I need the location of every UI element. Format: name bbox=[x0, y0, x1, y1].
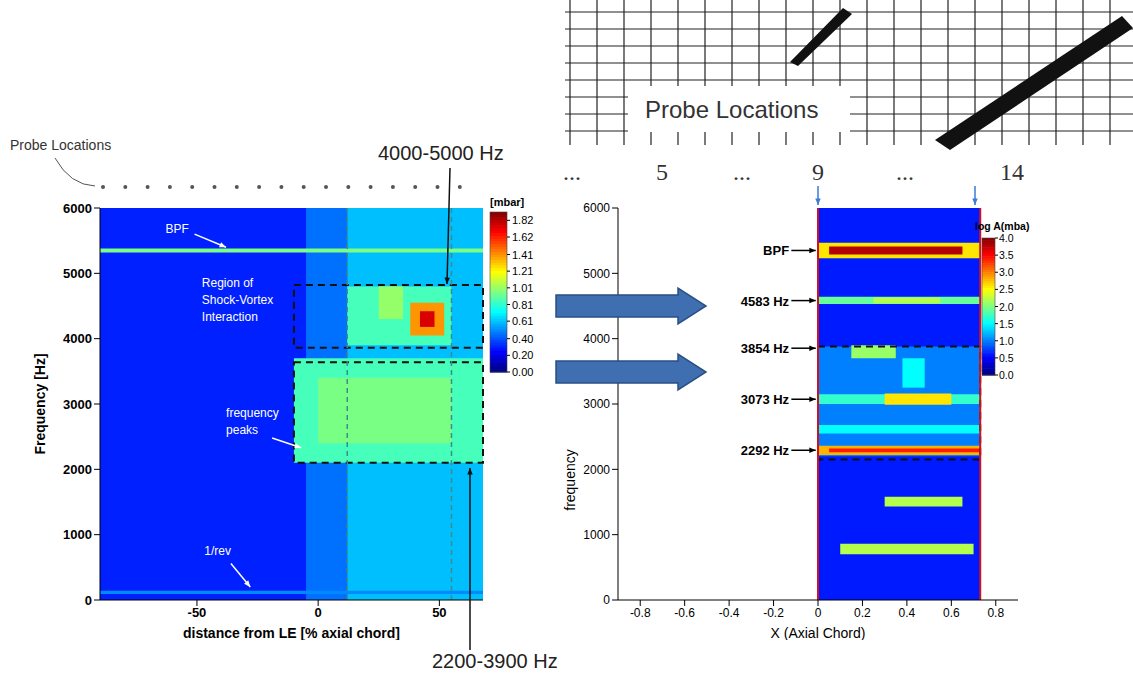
svg-text:Frequency [Hz]: Frequency [Hz] bbox=[32, 353, 48, 454]
svg-text:3.0: 3.0 bbox=[999, 266, 1014, 278]
svg-text:14: 14 bbox=[1000, 159, 1024, 185]
svg-text:0.40: 0.40 bbox=[512, 333, 533, 345]
svg-text:4000: 4000 bbox=[63, 331, 92, 346]
svg-text:4583 Hz: 4583 Hz bbox=[741, 293, 790, 308]
svg-text:-0.2: -0.2 bbox=[763, 606, 784, 620]
svg-text:2200-3900 Hz: 2200-3900 Hz bbox=[432, 650, 558, 672]
svg-text:2000: 2000 bbox=[63, 462, 92, 477]
svg-text:50: 50 bbox=[432, 605, 446, 620]
svg-text:0: 0 bbox=[315, 605, 322, 620]
svg-text:0: 0 bbox=[85, 593, 92, 608]
svg-text:log A(mba): log A(mba) bbox=[975, 220, 1029, 232]
svg-text:9: 9 bbox=[812, 159, 824, 185]
svg-text:1000: 1000 bbox=[583, 528, 610, 542]
svg-text:distance from LE [% axial chor: distance from LE [% axial chord] bbox=[183, 625, 400, 640]
svg-text:[mbar]: [mbar] bbox=[490, 196, 525, 208]
svg-text:-0.4: -0.4 bbox=[719, 606, 740, 620]
svg-text:0.4: 0.4 bbox=[899, 606, 916, 620]
svg-text:1.62: 1.62 bbox=[512, 231, 533, 243]
svg-text:6000: 6000 bbox=[583, 201, 610, 215]
svg-text:Probe Locations: Probe Locations bbox=[10, 137, 111, 153]
svg-text:1.01: 1.01 bbox=[512, 282, 533, 294]
svg-text:3073 Hz: 3073 Hz bbox=[741, 392, 790, 407]
svg-text:1.21: 1.21 bbox=[512, 265, 533, 277]
svg-text:BPF: BPF bbox=[165, 222, 188, 236]
svg-text:2.5: 2.5 bbox=[999, 283, 1014, 295]
svg-text:1/rev: 1/rev bbox=[204, 544, 231, 558]
svg-text:0: 0 bbox=[603, 593, 610, 607]
svg-text:frequency: frequency bbox=[562, 449, 578, 510]
svg-text:-50: -50 bbox=[188, 605, 207, 620]
svg-text:0.6: 0.6 bbox=[943, 606, 960, 620]
svg-text:0.8: 0.8 bbox=[987, 606, 1004, 620]
svg-text:1.0: 1.0 bbox=[999, 335, 1014, 347]
svg-text:4.0: 4.0 bbox=[999, 232, 1014, 244]
svg-text:3000: 3000 bbox=[63, 397, 92, 412]
svg-text:1000: 1000 bbox=[63, 527, 92, 542]
svg-text:Region ofShock-VortexInteracti: Region ofShock-VortexInteraction bbox=[202, 276, 273, 324]
svg-text:-0.8: -0.8 bbox=[630, 606, 651, 620]
svg-text:0.00: 0.00 bbox=[512, 366, 533, 378]
svg-text:6000: 6000 bbox=[63, 201, 92, 216]
svg-text:2292 Hz: 2292 Hz bbox=[741, 443, 790, 458]
svg-text:X (Axial Chord): X (Axial Chord) bbox=[771, 625, 866, 640]
svg-text:5000: 5000 bbox=[63, 266, 92, 281]
svg-text:5: 5 bbox=[656, 159, 668, 185]
svg-text:0.2: 0.2 bbox=[854, 606, 871, 620]
svg-text:0.61: 0.61 bbox=[512, 315, 533, 327]
svg-text:frequencypeaks: frequencypeaks bbox=[226, 406, 279, 437]
svg-text:1.5: 1.5 bbox=[999, 318, 1014, 330]
svg-text:0.5: 0.5 bbox=[999, 352, 1014, 364]
svg-text:3854 Hz: 3854 Hz bbox=[741, 341, 790, 356]
svg-text:...: ... bbox=[563, 159, 581, 185]
svg-text:...: ... bbox=[896, 159, 914, 185]
svg-text:Probe Locations: Probe Locations bbox=[645, 96, 818, 123]
svg-text:1.41: 1.41 bbox=[512, 249, 533, 261]
svg-text:3000: 3000 bbox=[583, 397, 610, 411]
svg-text:0.0: 0.0 bbox=[999, 369, 1014, 381]
svg-text:0.81: 0.81 bbox=[512, 299, 533, 311]
svg-text:...: ... bbox=[733, 159, 751, 185]
svg-text:2.0: 2.0 bbox=[999, 301, 1014, 313]
svg-text:0.20: 0.20 bbox=[512, 349, 533, 361]
svg-text:-0.6: -0.6 bbox=[674, 606, 695, 620]
svg-text:0: 0 bbox=[815, 606, 822, 620]
svg-text:3.5: 3.5 bbox=[999, 249, 1014, 261]
svg-text:4000: 4000 bbox=[583, 332, 610, 346]
svg-text:2000: 2000 bbox=[583, 463, 610, 477]
svg-text:BPF: BPF bbox=[763, 243, 789, 258]
svg-text:5000: 5000 bbox=[583, 267, 610, 281]
svg-text:4000-5000 Hz: 4000-5000 Hz bbox=[378, 142, 504, 164]
svg-text:1.82: 1.82 bbox=[512, 214, 533, 226]
